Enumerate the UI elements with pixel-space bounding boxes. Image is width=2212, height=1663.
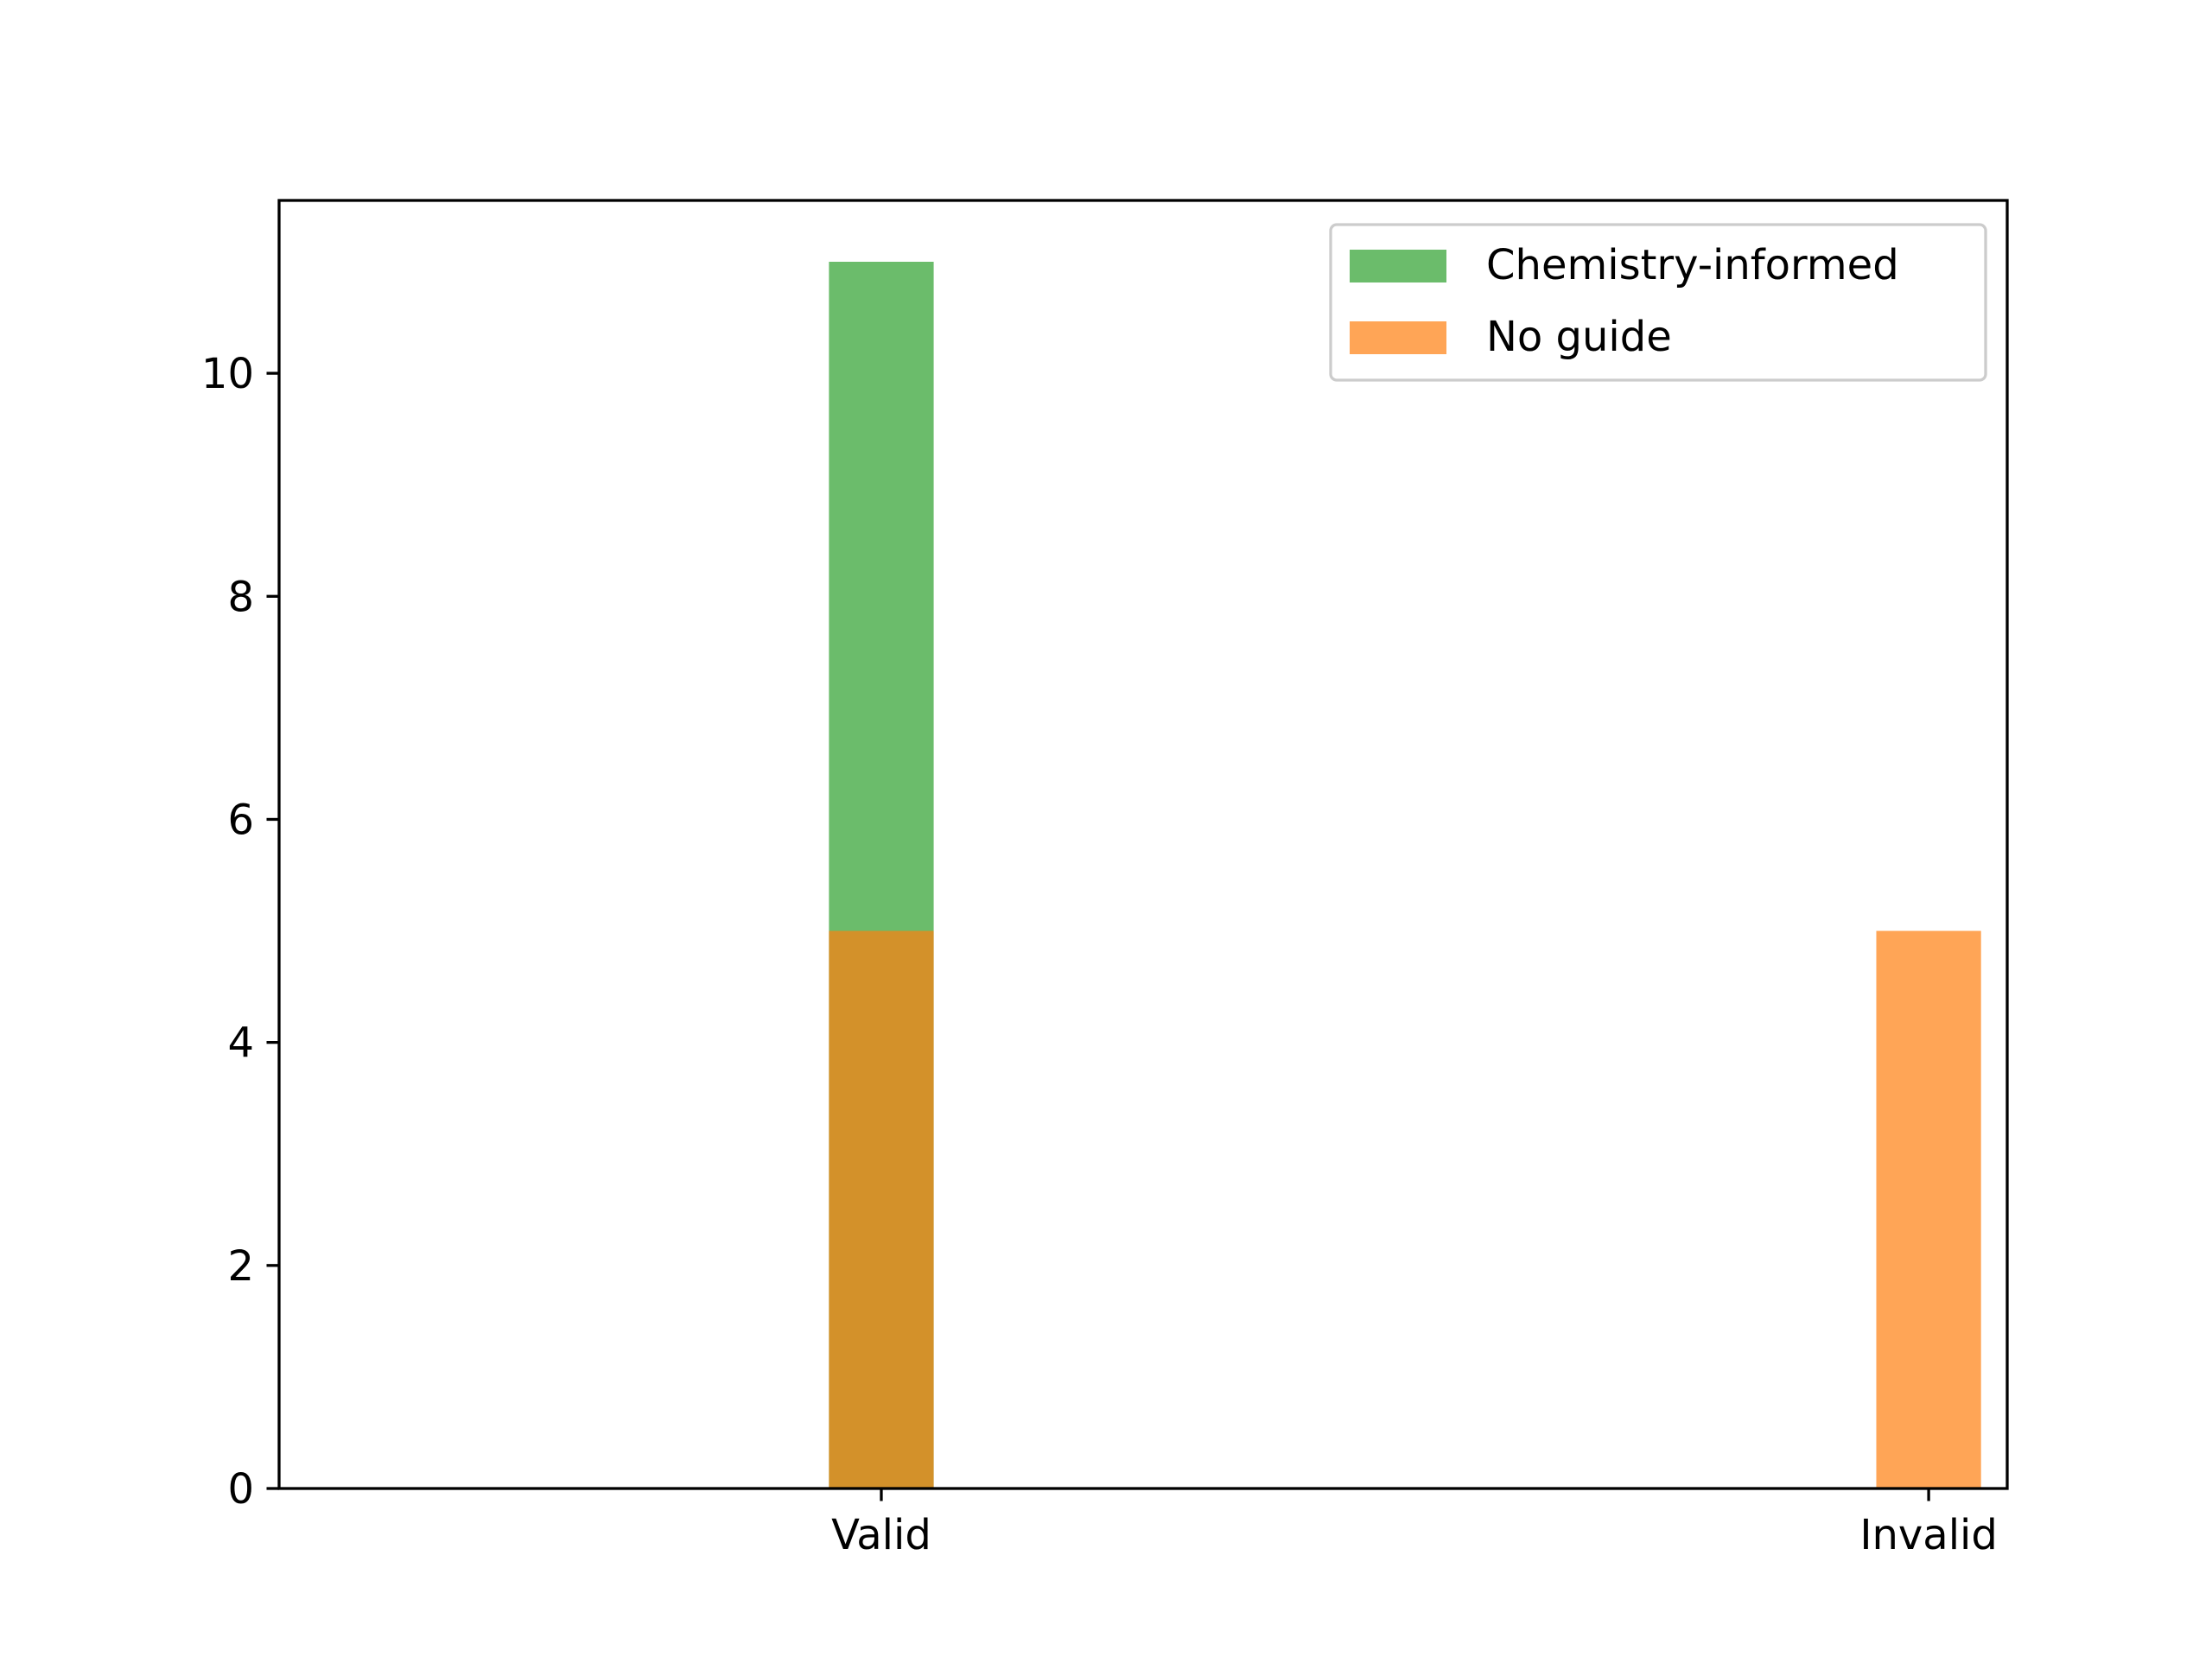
axes-layer: 0 2 4 6 8 10 Valid Invalid — [201, 199, 2009, 1559]
x-tick-label-invalid: Invalid — [1859, 1511, 1998, 1559]
legend-swatch-no-guide — [1350, 321, 1446, 354]
y-tick-label-6: 6 — [227, 796, 254, 844]
y-tick-label-2: 2 — [227, 1242, 254, 1291]
y-tick-label-0: 0 — [227, 1465, 254, 1514]
y-tick-label-4: 4 — [227, 1019, 254, 1068]
y-tick-label-8: 8 — [227, 573, 254, 621]
axes-frame — [277, 199, 2009, 1490]
legend-label-chemistry-informed: Chemistry-informed — [1486, 241, 1899, 289]
legend-label-no-guide: No guide — [1486, 313, 1672, 361]
bars-layer — [829, 262, 1981, 1488]
legend: Chemistry-informed No guide — [1329, 223, 1987, 382]
bar-no-guide-1 — [1876, 930, 1981, 1488]
x-tick-label-valid: Valid — [831, 1511, 931, 1559]
y-tick-label-10: 10 — [201, 350, 254, 398]
legend-box — [1329, 223, 1987, 382]
bar-no-guide-0 — [829, 930, 934, 1488]
legend-swatch-chemistry-informed — [1350, 250, 1446, 282]
